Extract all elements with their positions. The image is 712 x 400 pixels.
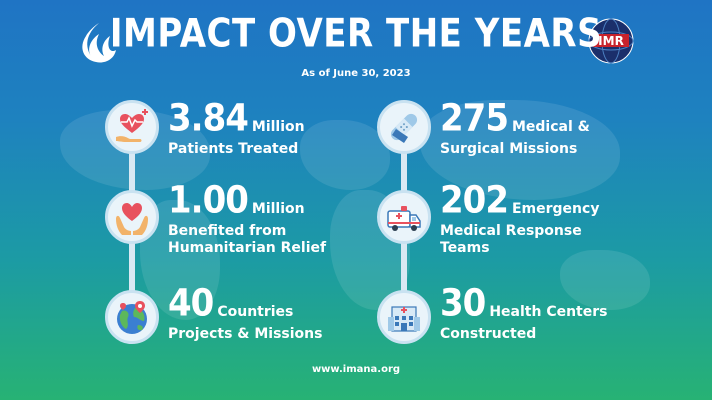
stat-value: 1.00 xyxy=(168,178,249,223)
stat-unit: Countries xyxy=(217,304,294,320)
page-subtitle: As of June 30, 2023 xyxy=(301,68,411,79)
stat-description: Benefited from xyxy=(168,223,287,239)
stat-unit: Health Centers xyxy=(489,304,608,320)
stat-emergency-teams: 202 Emergency Medical Response Teams xyxy=(440,178,600,257)
stat-value: 40 xyxy=(168,281,214,326)
ambulance-icon xyxy=(377,190,431,244)
stat-description: Humanitarian Relief xyxy=(168,240,327,256)
stat-description: Surgical Missions xyxy=(440,141,578,157)
stat-description: Projects & Missions xyxy=(168,326,323,342)
stat-humanitarian-relief: 1.00 Million Benefited from Humanitarian … xyxy=(168,178,327,257)
stat-description: Teams xyxy=(440,240,490,256)
hospital-icon xyxy=(377,290,431,344)
page-title: IMPACT OVER THE YEARS xyxy=(109,11,603,58)
flame-logo xyxy=(74,20,124,66)
stat-value: 3.84 xyxy=(168,96,249,141)
svg-text:IMR: IMR xyxy=(598,34,624,48)
stat-description: Patients Treated xyxy=(168,141,299,157)
stat-countries: 40 Countries Projects & Missions xyxy=(168,281,323,343)
stat-surgical-missions: 275 Medical & Surgical Missions xyxy=(440,96,590,158)
stat-value: 275 xyxy=(440,96,509,141)
stat-description: Medical Response xyxy=(440,223,582,239)
imr-globe-logo: IMR xyxy=(588,18,634,64)
stat-unit: Million xyxy=(251,119,305,135)
footer-url[interactable]: www.imana.org xyxy=(311,364,401,375)
stat-patients-treated: 3.84 Million Patients Treated xyxy=(168,96,305,158)
heart-hands-icon xyxy=(105,100,159,154)
stat-unit: Emergency xyxy=(511,201,600,217)
stat-value: 30 xyxy=(440,281,486,326)
heart-care-icon xyxy=(105,190,159,244)
stat-description: Constructed xyxy=(440,326,537,342)
stat-health-centers: 30 Health Centers Constructed xyxy=(440,281,608,343)
globe-icon xyxy=(105,290,159,344)
bandage-icon xyxy=(377,100,431,154)
stat-unit: Million xyxy=(251,201,305,217)
stat-unit: Medical & xyxy=(511,119,590,135)
stat-value: 202 xyxy=(440,178,509,223)
